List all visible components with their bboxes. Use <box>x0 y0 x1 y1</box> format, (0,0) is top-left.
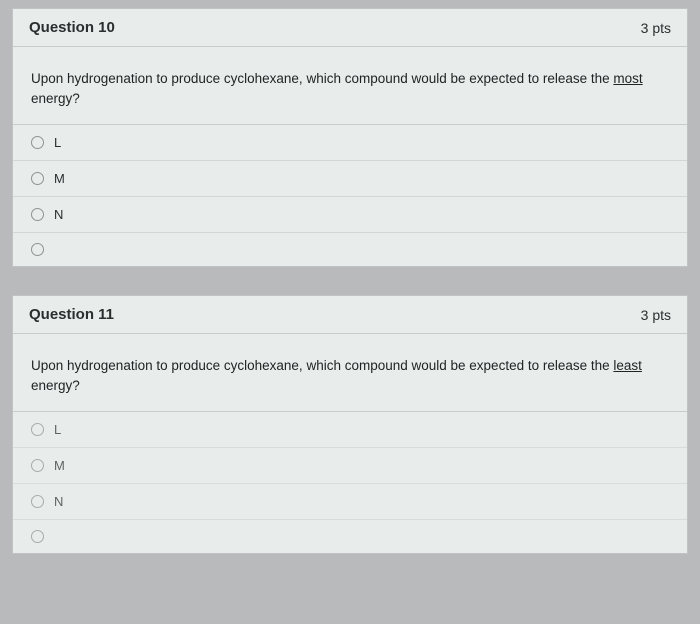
option-label: M <box>54 171 65 186</box>
question-card: Question 10 3 pts Upon hydrogenation to … <box>12 8 688 267</box>
radio-icon[interactable] <box>31 208 44 221</box>
question-card: Question 11 3 pts Upon hydrogenation to … <box>12 295 688 554</box>
radio-icon[interactable] <box>31 495 44 508</box>
question-title: Question 10 <box>29 19 115 36</box>
question-title: Question 11 <box>29 306 114 323</box>
prompt-underlined: most <box>613 71 642 86</box>
radio-icon[interactable] <box>31 172 44 185</box>
option-row[interactable]: N <box>13 484 687 520</box>
option-row[interactable]: N <box>13 197 687 233</box>
radio-icon[interactable] <box>31 459 44 472</box>
options-list: L M N <box>13 412 687 553</box>
option-label: N <box>54 207 63 222</box>
option-label: L <box>54 422 61 437</box>
prompt-text: Upon hydrogenation to produce cyclohexan… <box>31 358 613 373</box>
question-header: Question 10 3 pts <box>13 9 687 47</box>
prompt-text-post: energy? <box>31 91 80 106</box>
radio-icon[interactable] <box>31 423 44 436</box>
options-list: L M N <box>13 125 687 266</box>
option-label: N <box>54 494 63 509</box>
question-header: Question 11 3 pts <box>13 296 687 334</box>
option-row[interactable]: M <box>13 448 687 484</box>
question-prompt: Upon hydrogenation to produce cyclohexan… <box>13 47 687 125</box>
radio-icon[interactable] <box>31 243 44 256</box>
option-row[interactable] <box>13 233 687 266</box>
question-points: 3 pts <box>641 20 671 36</box>
option-row[interactable]: L <box>13 125 687 161</box>
option-label: L <box>54 135 61 150</box>
option-row[interactable]: M <box>13 161 687 197</box>
option-row[interactable]: L <box>13 412 687 448</box>
prompt-underlined: least <box>613 358 642 373</box>
radio-icon[interactable] <box>31 136 44 149</box>
option-row[interactable] <box>13 520 687 553</box>
radio-icon[interactable] <box>31 530 44 543</box>
question-prompt: Upon hydrogenation to produce cyclohexan… <box>13 334 687 412</box>
option-label: M <box>54 458 65 473</box>
prompt-text-post: energy? <box>31 378 80 393</box>
prompt-text: Upon hydrogenation to produce cyclohexan… <box>31 71 613 86</box>
question-points: 3 pts <box>641 307 671 323</box>
